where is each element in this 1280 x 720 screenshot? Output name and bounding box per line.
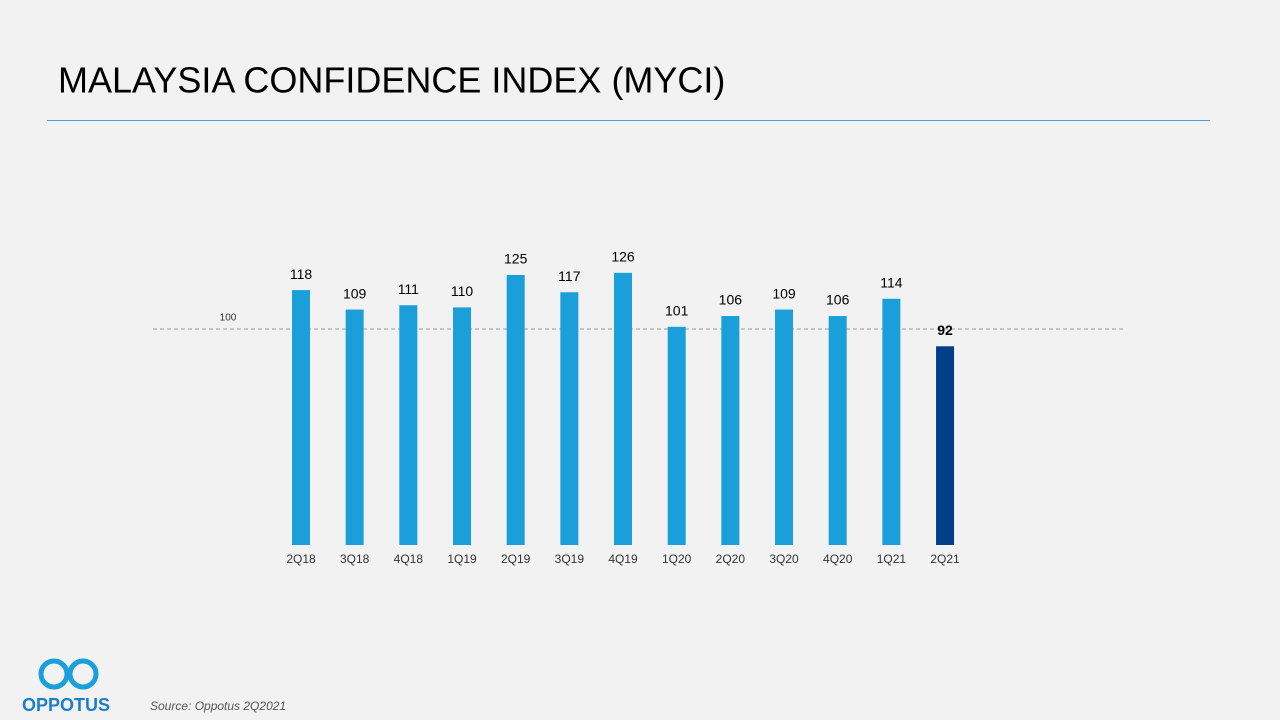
value-label: 111 [398,281,419,297]
value-label: 92 [937,322,953,338]
x-tick-label: 2Q20 [716,552,746,566]
logo-text: OPPOTUS [22,695,110,715]
value-label: 114 [880,274,903,290]
bar [345,309,364,545]
value-label: 109 [343,285,367,301]
x-tick-label: 2Q18 [286,552,316,566]
bar [453,307,472,545]
bar [667,326,686,545]
value-label: 125 [504,251,528,267]
x-tick-label: 2Q21 [930,552,960,566]
x-tick-label: 1Q19 [447,552,477,566]
value-label: 117 [558,268,581,284]
x-tick-label: 4Q19 [608,552,638,566]
x-tick-label: 1Q21 [877,552,907,566]
bar [828,316,847,545]
x-tick-label: 3Q19 [555,552,585,566]
value-label: 106 [826,292,850,308]
value-label: 101 [665,303,689,319]
value-label: 118 [290,266,313,282]
x-tick-label: 1Q20 [662,552,692,566]
bar [560,292,579,545]
bar [399,305,418,545]
x-tick-label: 3Q18 [340,552,370,566]
reference-label: 100 [220,313,237,324]
value-label: 126 [611,249,635,265]
x-tick-label: 4Q18 [394,552,424,566]
x-tick-label: 4Q20 [823,552,853,566]
chart-title: MALAYSIA CONFIDENCE INDEX (MYCI) [58,60,725,101]
value-label: 109 [772,285,796,301]
x-tick-label: 2Q19 [501,552,531,566]
value-label: 106 [719,292,743,308]
bar [292,290,310,545]
bar [775,309,794,545]
bar [882,298,901,545]
bar [506,275,525,545]
logo-rings [38,658,99,690]
x-tick-label: 3Q20 [769,552,799,566]
value-label: 110 [451,283,474,299]
bar [721,316,740,545]
bar [936,346,955,545]
source-note: Source: Oppotus 2Q2021 [150,699,286,713]
bar [614,272,633,545]
